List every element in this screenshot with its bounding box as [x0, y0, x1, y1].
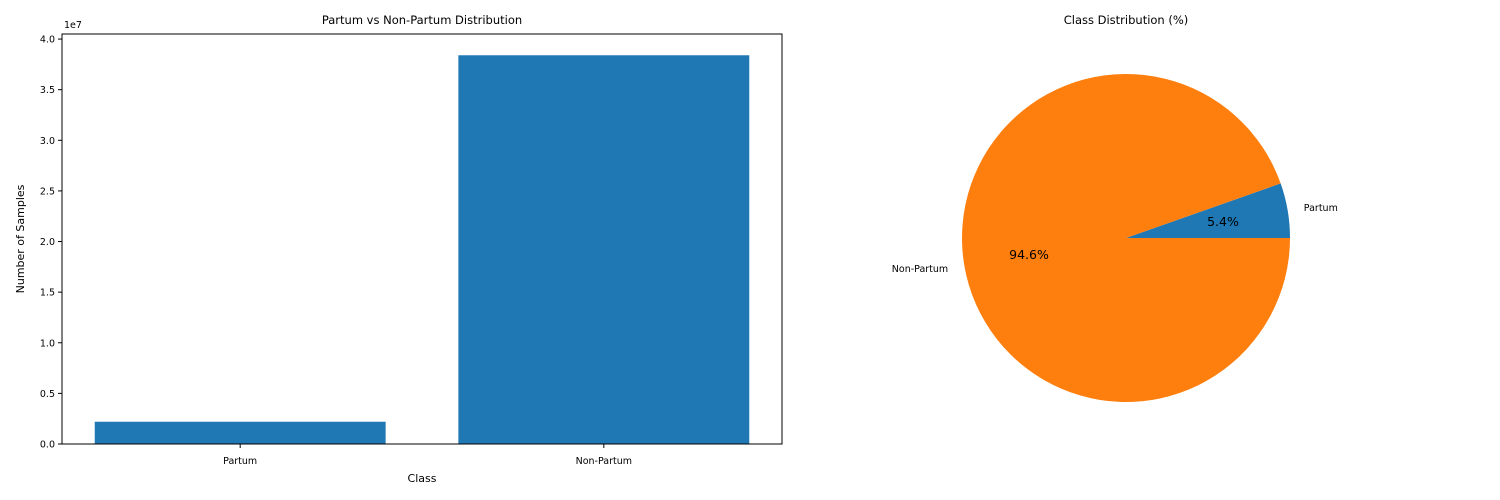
x-axis-label: Class [408, 472, 437, 485]
y-tick-label: 0.0 [40, 440, 55, 451]
y-tick-label: 3.0 [40, 136, 55, 147]
y-tick-label: 1.0 [40, 338, 55, 349]
pie-labels: Partum 5.4% Non-Partum 94.6% [892, 203, 1338, 275]
y-tick-label: 2.5 [40, 186, 55, 197]
pie-chart: Class Distribution (%) Partum 5.4% Non-Par… [892, 13, 1338, 403]
pie-slice-0 [1126, 183, 1290, 238]
bar-marks [94, 55, 750, 445]
y-tick-label: 3.5 [40, 85, 55, 96]
plot-frame [61, 33, 783, 445]
pie-slice-1 [962, 74, 1290, 403]
y-tick-label: 2.0 [40, 237, 55, 248]
y-axis-ticks: 0.0 0.5 1.0 1.5 2.0 2.5 3.0 3.5 4.0 [40, 35, 62, 451]
y-offset-label: 1e7 [64, 20, 82, 31]
x-tick-label: Partum [223, 456, 257, 467]
pie-percent-label: 94.6% [1009, 247, 1049, 262]
pie-category-label: Non-Partum [892, 264, 948, 275]
pie-category-label: Partum [1304, 203, 1338, 214]
pie-slices [962, 74, 1290, 403]
bar-chart: Partum vs Non-Partum Distribution 0.0 0.5… [14, 13, 783, 485]
y-tick-label: 0.5 [40, 389, 55, 400]
bar-chart-title: Partum vs Non-Partum Distribution [322, 13, 522, 27]
pie-percent-label: 5.4% [1207, 214, 1239, 229]
y-tick-label: 4.0 [40, 35, 55, 46]
y-axis-label: Number of Samples [14, 184, 27, 293]
x-tick-label: Non-Partum [576, 456, 632, 467]
x-axis-ticks: Partum Non-Partum [223, 444, 632, 467]
y-tick-label: 1.5 [40, 288, 55, 299]
bar-0 [94, 421, 386, 444]
pie-chart-title: Class Distribution (%) [1064, 13, 1189, 27]
bar-1 [458, 55, 750, 445]
